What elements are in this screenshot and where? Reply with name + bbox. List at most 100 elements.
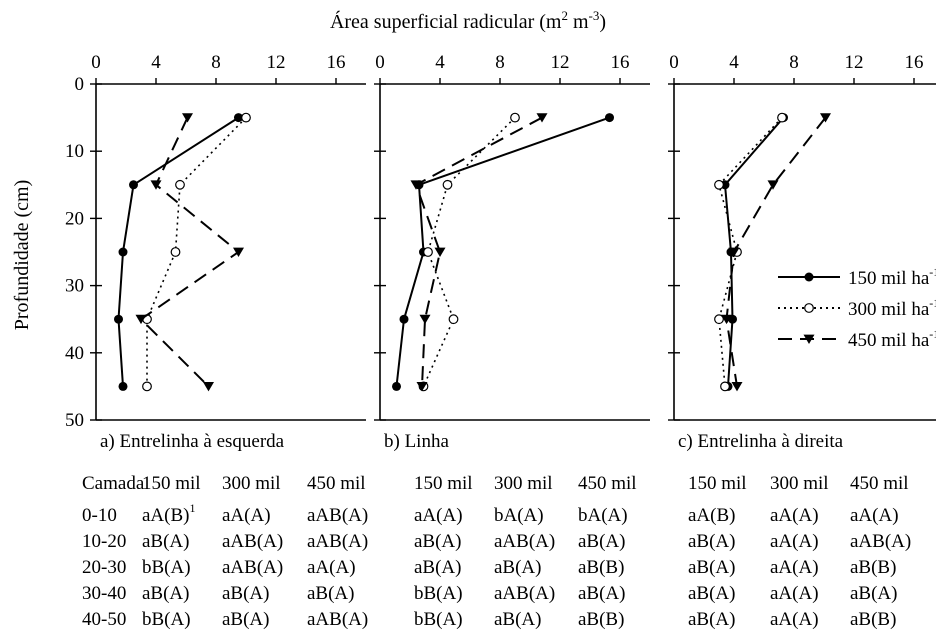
x-axis-title: Área superficial radicular (m2 m-3) <box>330 8 606 33</box>
table-cell: aB(A) <box>688 531 735 552</box>
table-cell: aA(A) <box>770 609 819 630</box>
point-s450 <box>182 113 193 123</box>
table-layer-label: 30-40 <box>82 583 126 604</box>
table-cell: aB(A) <box>307 583 354 604</box>
point-s300 <box>142 381 152 392</box>
point-s450 <box>203 382 214 392</box>
point-s150 <box>605 113 614 123</box>
table-cell: aAB(A) <box>307 531 368 552</box>
table-header-cell: 450 mil <box>850 473 909 494</box>
x-tick-label: 0 <box>375 52 385 73</box>
table-cell: aA(A) <box>770 531 819 552</box>
point-s450 <box>820 113 831 123</box>
x-tick-label: 0 <box>91 52 101 73</box>
point-s300 <box>170 247 181 257</box>
table-cell: bB(A) <box>414 583 463 604</box>
point-s450 <box>416 382 428 392</box>
point-s450 <box>721 314 732 325</box>
table-header-cell: 300 mil <box>770 473 829 494</box>
table-cell: bA(A) <box>578 505 628 526</box>
legend-marker-s150 <box>804 272 814 282</box>
table-layer-label: 40-50 <box>82 609 126 630</box>
table-cell: aB(A) <box>414 531 461 552</box>
point-s300 <box>510 112 520 123</box>
table-cell: aB(A) <box>414 557 461 578</box>
significance-table: Camada 150 mil 300 mil 450 mil 150 mil 300 mi… <box>82 473 911 630</box>
table-cell: aB(A) <box>578 583 625 604</box>
y-tick-label: 0 <box>75 74 85 95</box>
table-cell: aAB(A) <box>307 609 368 630</box>
y-tick-label: 30 <box>65 276 84 297</box>
point-s150 <box>118 381 128 391</box>
panel-1: 0 4 8 12 16 0 10 20 30 40 50 a) Entrelinha à esquer… <box>65 52 366 452</box>
y-tick-label: 40 <box>65 343 84 364</box>
x-tick-label: 8 <box>495 52 505 73</box>
point-s300 <box>777 112 787 123</box>
table-cell: aB(A) <box>494 609 541 630</box>
point-s150 <box>392 381 401 391</box>
table-cell: aB(A) <box>494 557 541 578</box>
table-cell: aB(A) <box>688 557 735 578</box>
table-header-cell: 150 mil <box>688 473 747 494</box>
table-cell: aB(A) <box>688 583 735 604</box>
legend: 150 mil ha-1 300 mil ha-1 450 mil ha-1 <box>778 265 936 351</box>
panel-label: c) Entrelinha à direita <box>678 431 844 452</box>
series-line-s450 <box>414 116 543 387</box>
x-tick-label: 12 <box>551 52 570 73</box>
table-layer-label: 0-10 <box>82 505 117 526</box>
legend-label-s450: 450 mil ha-1 <box>848 327 936 351</box>
x-tick-label: 8 <box>211 52 221 73</box>
table-cell: aB(B) <box>578 609 624 630</box>
x-tick-label: 16 <box>327 52 346 73</box>
table-cell: aB(A) <box>142 531 189 552</box>
table-layer-label: 10-20 <box>82 531 126 552</box>
table-cell: aAB(A) <box>494 531 555 552</box>
x-tick-label: 16 <box>611 52 630 73</box>
table-cell: aB(A) <box>142 583 189 604</box>
table-cell: aAB(A) <box>307 505 368 526</box>
x-tick-label: 12 <box>267 52 286 73</box>
table-header-cell: 150 mil <box>414 473 473 494</box>
x-tick-label: 16 <box>905 52 924 73</box>
table-cell: aAB(A) <box>222 531 283 552</box>
table-cell: aA(A) <box>850 505 899 526</box>
table-cell: aB(A) <box>688 609 735 630</box>
point-s450 <box>410 180 422 190</box>
series-line-s300 <box>718 117 783 387</box>
table-cell: aB(A) <box>222 609 269 630</box>
table-cell: bA(A) <box>494 505 544 526</box>
series-line-s300 <box>146 117 247 387</box>
table-cell: bB(A) <box>414 609 463 630</box>
table-cell: aA(A) <box>770 583 819 604</box>
panel-3: 0 4 8 12 16 c) Entrelinha à direita <box>668 52 936 452</box>
table-header-cell: 450 mil <box>307 473 366 494</box>
table-cell: aB(A) <box>578 531 625 552</box>
point-s300 <box>423 247 433 257</box>
point-s450 <box>233 247 244 257</box>
point-s450 <box>419 314 431 325</box>
table-cell: aAB(A) <box>494 583 555 604</box>
table-cell: aA(B) <box>688 505 735 526</box>
legend-marker-s300 <box>804 303 814 313</box>
x-tick-label: 8 <box>789 52 799 73</box>
point-s450 <box>434 247 446 257</box>
table-cell: aB(B) <box>850 609 896 630</box>
table-cell: aB(A) <box>850 583 897 604</box>
table-cell: aAB(A) <box>222 557 283 578</box>
point-s150 <box>399 314 409 324</box>
x-tick-label: 4 <box>729 52 739 73</box>
point-s450 <box>728 247 740 257</box>
table-cell: aA(A) <box>770 505 819 526</box>
x-tick-label: 4 <box>435 52 445 73</box>
point-s300 <box>714 179 724 190</box>
table-cell: aA(B)1 <box>142 501 195 526</box>
y-axis-title: Profundidade (cm) <box>11 180 33 331</box>
table-cell: aA(A) <box>770 557 819 578</box>
table-header-cell: 300 mil <box>494 473 553 494</box>
table-header-cell: 300 mil <box>222 473 281 494</box>
series-line-s450 <box>139 117 241 388</box>
table-cell: aB(B) <box>850 557 896 578</box>
table-header-camada: Camada <box>82 473 145 494</box>
